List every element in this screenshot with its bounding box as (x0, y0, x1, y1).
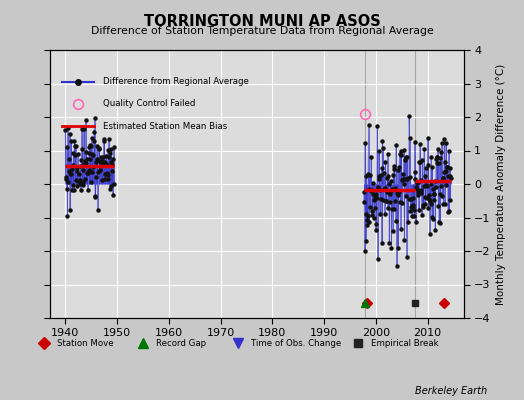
Text: Difference of Station Temperature Data from Regional Average: Difference of Station Temperature Data f… (91, 26, 433, 36)
Text: Berkeley Earth: Berkeley Earth (415, 386, 487, 396)
Text: Estimated Station Mean Bias: Estimated Station Mean Bias (103, 122, 227, 131)
Text: Record Gap: Record Gap (156, 338, 206, 348)
Text: Time of Obs. Change: Time of Obs. Change (250, 338, 341, 348)
Text: Empirical Break: Empirical Break (371, 338, 439, 348)
Text: Difference from Regional Average: Difference from Regional Average (103, 77, 249, 86)
Y-axis label: Monthly Temperature Anomaly Difference (°C): Monthly Temperature Anomaly Difference (… (496, 63, 506, 305)
Text: Station Move: Station Move (57, 338, 114, 348)
Text: TORRINGTON MUNI AP ASOS: TORRINGTON MUNI AP ASOS (144, 14, 380, 29)
Text: Quality Control Failed: Quality Control Failed (103, 100, 195, 108)
